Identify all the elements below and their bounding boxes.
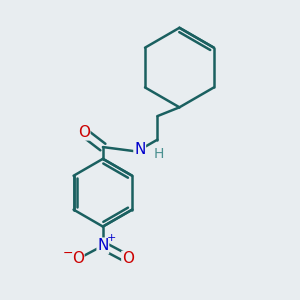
Text: H: H — [154, 147, 164, 161]
Text: +: + — [106, 233, 116, 243]
Text: O: O — [122, 251, 134, 266]
Text: N: N — [97, 238, 109, 253]
Text: O: O — [72, 251, 84, 266]
Text: O: O — [78, 125, 90, 140]
Text: N: N — [134, 142, 146, 158]
Text: −: − — [62, 247, 73, 260]
